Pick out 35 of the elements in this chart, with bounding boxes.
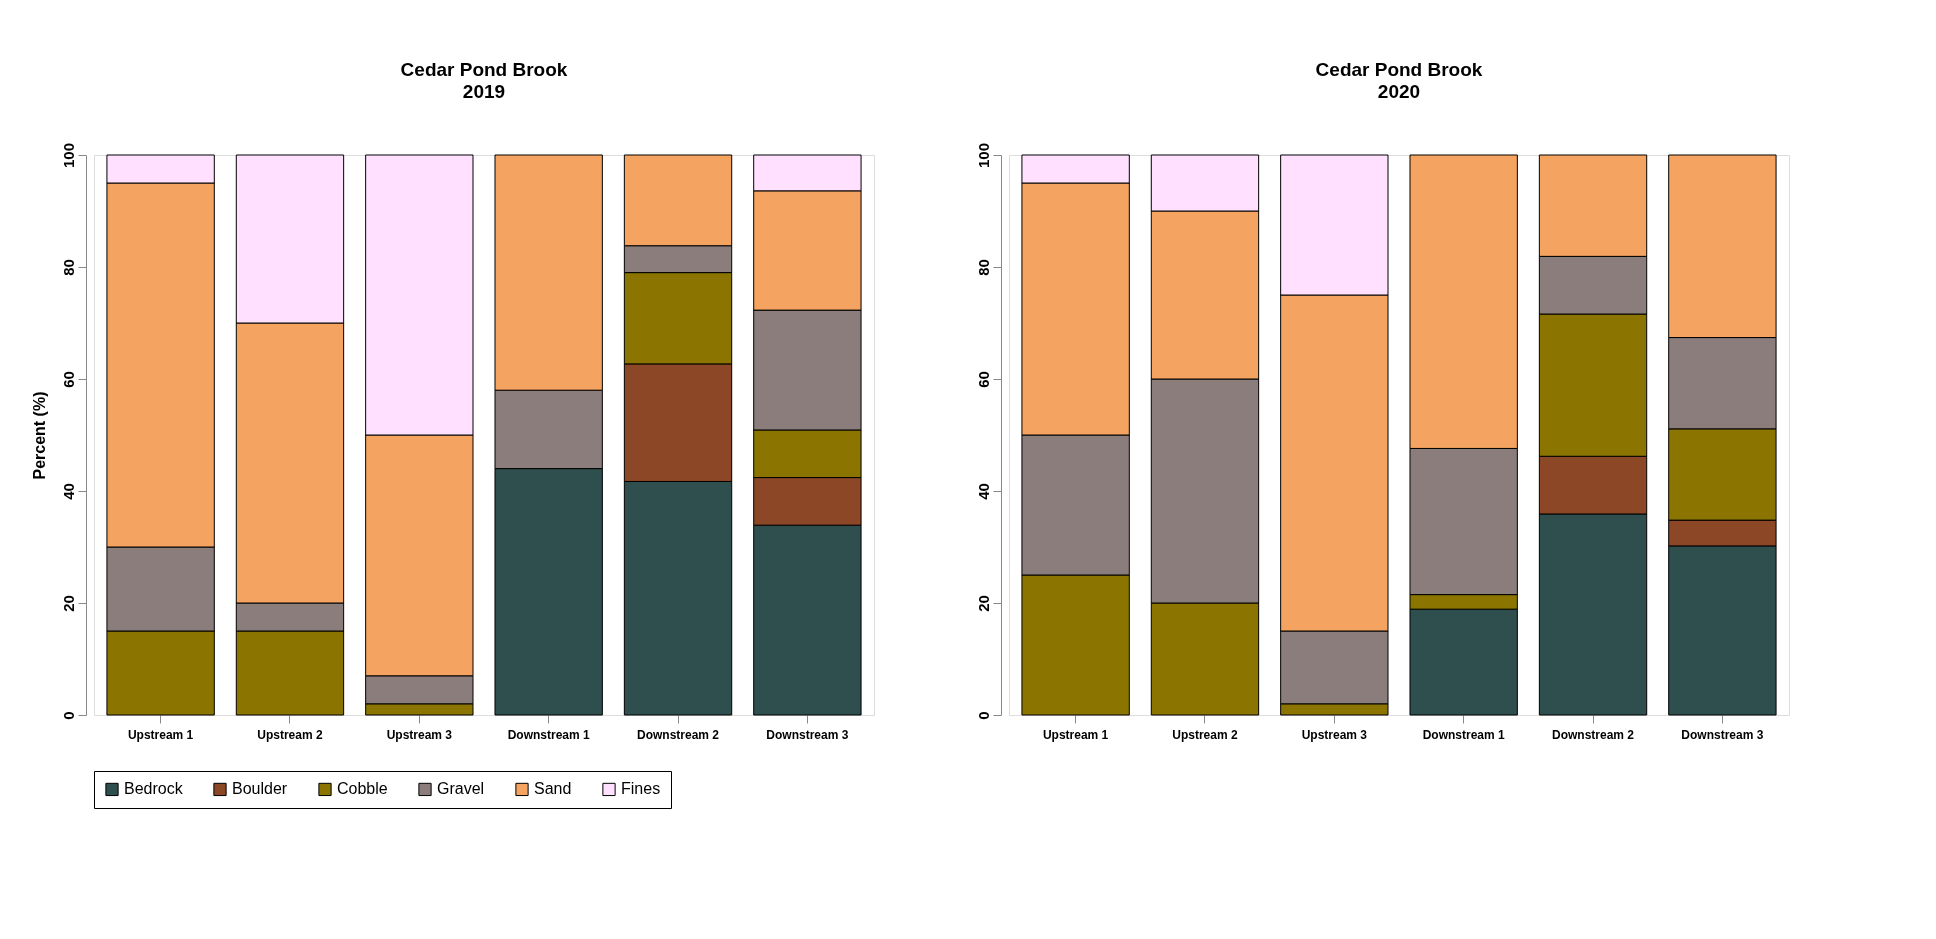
legend-label: Sand [534, 780, 572, 798]
x-tick-label: Downstream 1 [1422, 727, 1506, 742]
x-tick-label: Upstream 1 [1042, 727, 1109, 742]
x-tick-label: Downstream 3 [1681, 727, 1764, 742]
y-tick-label: 40 [974, 483, 992, 500]
legend-label: Bedrock [124, 780, 184, 798]
y-tick-label: 60 [974, 371, 992, 388]
y-tick-label: 20 [59, 595, 77, 612]
y-tick-label: 80 [974, 259, 992, 276]
x-tick-label: Upstream 2 [257, 727, 323, 742]
legend-label: Fines [621, 780, 661, 798]
y-tick-label: 60 [59, 371, 77, 388]
x-tick-label: Downstream 2 [637, 727, 720, 742]
y-tick-label: 100 [974, 142, 992, 169]
legend-label: Boulder [232, 780, 288, 798]
x-tick-label: Upstream 2 [1172, 727, 1238, 742]
y-tick-label: 0 [974, 711, 992, 720]
y-tick-label: 0 [59, 711, 77, 720]
y-tick-label: 40 [59, 483, 77, 500]
chart-subtitle: 2020 [1377, 81, 1421, 103]
y-tick-label: 80 [59, 259, 77, 276]
x-tick-label: Upstream 1 [127, 727, 194, 742]
chart-subtitle: 2019 [462, 81, 506, 103]
x-tick-label: Downstream 3 [766, 727, 849, 742]
y-tick-label: 20 [974, 595, 992, 612]
legend-label: Cobble [337, 780, 388, 798]
legend-label: Gravel [437, 780, 485, 798]
chart-title: Cedar Pond Brook [1315, 59, 1483, 81]
y-tick-label: 100 [59, 142, 77, 169]
y-axis-title: Percent (%) [30, 391, 48, 480]
chart-title: Cedar Pond Brook [400, 59, 568, 81]
x-tick-label: Upstream 3 [386, 727, 453, 742]
x-tick-label: Downstream 1 [507, 727, 591, 742]
x-tick-label: Upstream 3 [1301, 727, 1368, 742]
x-tick-label: Downstream 2 [1552, 727, 1635, 742]
